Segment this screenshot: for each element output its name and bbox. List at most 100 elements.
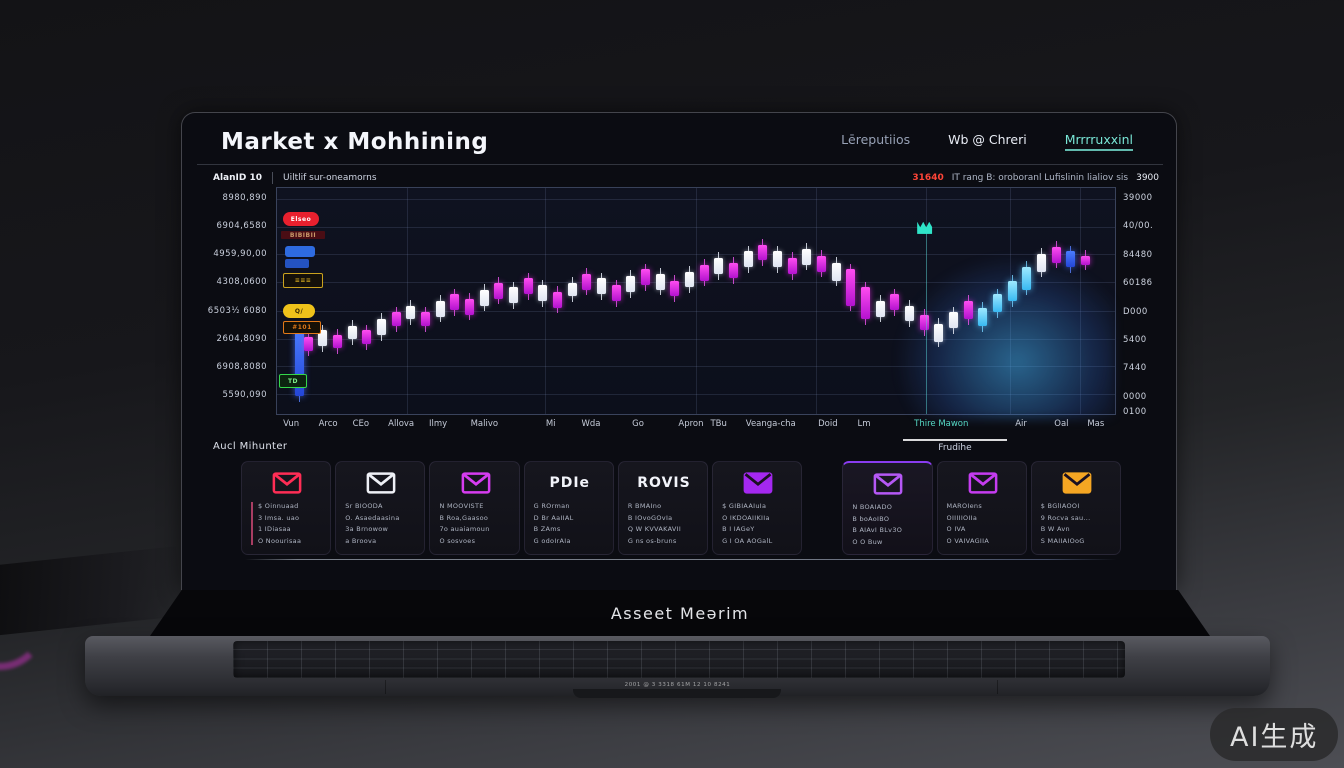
chart-badge-1[interactable]: Elseo [283, 212, 319, 226]
chart-badge-6[interactable]: Q/ [283, 304, 315, 318]
tab-frudihe[interactable]: Frudihe [903, 439, 1007, 453]
candle [377, 319, 387, 335]
card-line: 9 Rocva sau... [1040, 513, 1091, 522]
candle [1051, 246, 1061, 263]
y-axis-left: 8980,890 6904,6580 4959,90,00 4308,0600 6503… [199, 187, 271, 415]
card-line: MAROIens [946, 502, 983, 510]
candle [553, 291, 563, 308]
dashboard-ui: Market x Mohhining Lēreputiios Wb @ Chrer… [197, 119, 1163, 585]
card-header: PDIe [534, 468, 606, 498]
candle [978, 307, 988, 326]
candle [714, 258, 724, 274]
card-line: B AIAvI BLv3O [852, 526, 903, 534]
chart-badge-4[interactable] [285, 259, 309, 268]
card-line: B I IAGeY [722, 525, 755, 533]
chart-badge-2[interactable]: BIBIBII [281, 231, 325, 239]
nav-item-1[interactable]: Lēreputiios [841, 132, 911, 147]
chart-badge-5[interactable]: ≡≡≡ [283, 273, 323, 288]
candle [875, 301, 885, 317]
y-axis-left-label: 4959,90,00 [213, 249, 267, 260]
candle [949, 312, 959, 329]
nav-item-2[interactable]: Wb @ Chreri [948, 132, 1027, 147]
section-title: Aucl Mihunter [213, 441, 288, 452]
y-axis-right-label: 0000 [1123, 391, 1147, 402]
card-lines: $ GIBIAAIuIa O IKDOAIIKIIa B I IAGeY G I OA… [722, 502, 794, 545]
envelope-icon [1062, 472, 1092, 494]
candle [318, 330, 328, 347]
y-axis-left-label: 2604,8090 [216, 334, 267, 345]
candle [391, 312, 401, 326]
gridline-h [277, 254, 1115, 256]
base-notch [573, 689, 781, 698]
asset-card-7[interactable]: N BOAIADO B boAoIBO B AIAvI BLv3O O O Buw [842, 461, 933, 555]
candle [729, 262, 739, 279]
section-row: Aucl Mihunter Frudihe [197, 439, 1163, 457]
candlestick-chart[interactable]: Elseo BIBIBII ≡≡≡ Q/ #101 TD [276, 187, 1116, 419]
symbol-info: AlanID 10 Uiltlif sur-oneamorns [197, 172, 377, 184]
candle [567, 282, 577, 297]
card-line: Q W KVVAKAVII [627, 525, 682, 533]
card-line: G ns os-bruns [627, 536, 677, 545]
sub-header: AlanID 10 Uiltlif sur-oneamorns 31640 IT… [197, 169, 1163, 187]
y-axis-left-label: 6904,6580 [216, 220, 267, 231]
y-axis-right-label: 5400 [1123, 335, 1147, 346]
nav-item-3[interactable]: Mrrrruxxinl [1064, 132, 1133, 151]
candle [919, 314, 929, 331]
laptop-screen: Market x Mohhining Lēreputiios Wb @ Chrer… [181, 112, 1177, 590]
envelope-icon [366, 472, 396, 494]
candle [670, 280, 680, 297]
card-line: S MAIIAIOoG [1040, 536, 1085, 545]
app-header: Market x Mohhining Lēreputiios Wb @ Chrer… [197, 119, 1163, 165]
x-axis-label: Thire Mawon [914, 419, 969, 429]
card-line: O. Asaedaasina [345, 513, 400, 522]
asset-card-3[interactable]: N MOOVISTE B Roa,Gaasoo 7o auaiamoun O sosv… [429, 461, 520, 555]
asset-card-5[interactable]: ROVIS R BMAIno B IOvoGOvIa Q W KVVAKAVII G n… [617, 461, 709, 555]
card-line: N BOAIADO [852, 503, 893, 511]
laptop-hinge: Asseet Meərim [150, 590, 1210, 636]
asset-card-4[interactable]: PDIe G ROrman D Br AaIIAL B ZAms G odoIrAIa [523, 461, 614, 555]
y-axis-left-label: 5590,090 [222, 389, 267, 400]
base-seam [997, 680, 998, 694]
asset-card-8[interactable]: MAROIens OIIIIIOIIa O IVA O VAIVAGIIA [936, 461, 1027, 555]
envelope-icon [968, 472, 998, 494]
candle [523, 278, 533, 295]
card-lines: $ BGlIAOOI 9 Rocva sau... B W Avn S MAIIAIO… [1041, 502, 1113, 545]
chart-badge-3[interactable] [285, 246, 315, 257]
x-axis-label: TBu [710, 419, 727, 429]
card-title: PDIe [549, 475, 591, 491]
chart-badge-7[interactable]: #101 [283, 321, 321, 334]
card-lines: MAROIens OIIIIIOIIa O IVA O VAIVAGIIA [947, 502, 1019, 545]
card-line: 1 IDiasaa [258, 525, 291, 533]
card-line: G odoIrAIa [533, 536, 571, 545]
candle [479, 289, 489, 306]
candle [846, 269, 856, 306]
y-axis-right-label: 60186 [1123, 277, 1153, 288]
card-line: O O Buw [852, 537, 883, 546]
card-line: O VAIVAGIIA [946, 536, 990, 545]
envelope-icon [461, 472, 490, 494]
candle [611, 285, 621, 301]
y-axis-right-label: D000 [1123, 307, 1148, 318]
gridline-h [277, 338, 1115, 340]
asset-card-2[interactable]: Sr BIOODA O. Asaedaasina 3a Brnowow a Broov… [335, 461, 426, 555]
envelope-icon [272, 472, 302, 494]
y-axis-left-label: 8980,890 [222, 192, 267, 203]
candle [435, 301, 445, 317]
hinge-label: Asseet Meərim [610, 603, 750, 623]
candle [538, 285, 548, 301]
asset-card-9[interactable]: $ BGlIAOOI 9 Rocva sau... B W Avn S MAIIAIO… [1030, 461, 1121, 555]
x-axis-label: Veanga-cha [745, 419, 796, 429]
x-axis-label: Air [1015, 419, 1027, 429]
asset-card-6[interactable]: $ GIBIAAIuIa O IKDOAIIKIIa B I IAGeY G I OA… [712, 461, 803, 555]
cards-divider [245, 559, 1117, 560]
divider [272, 172, 274, 184]
candle [641, 269, 651, 286]
base-seam [385, 680, 386, 694]
asset-card-1[interactable]: $ Oinnuaad 3 Imsa. uao 1 IDiasaa O Noourisa… [241, 461, 332, 555]
card-header [852, 469, 924, 499]
candle [1066, 251, 1076, 268]
candle [963, 301, 973, 320]
card-lines: N BOAIADO B boAoIBO B AIAvI BLv3O O O Buw [852, 503, 924, 546]
candle [817, 255, 827, 272]
chart-badge-8[interactable]: TD [279, 374, 307, 388]
